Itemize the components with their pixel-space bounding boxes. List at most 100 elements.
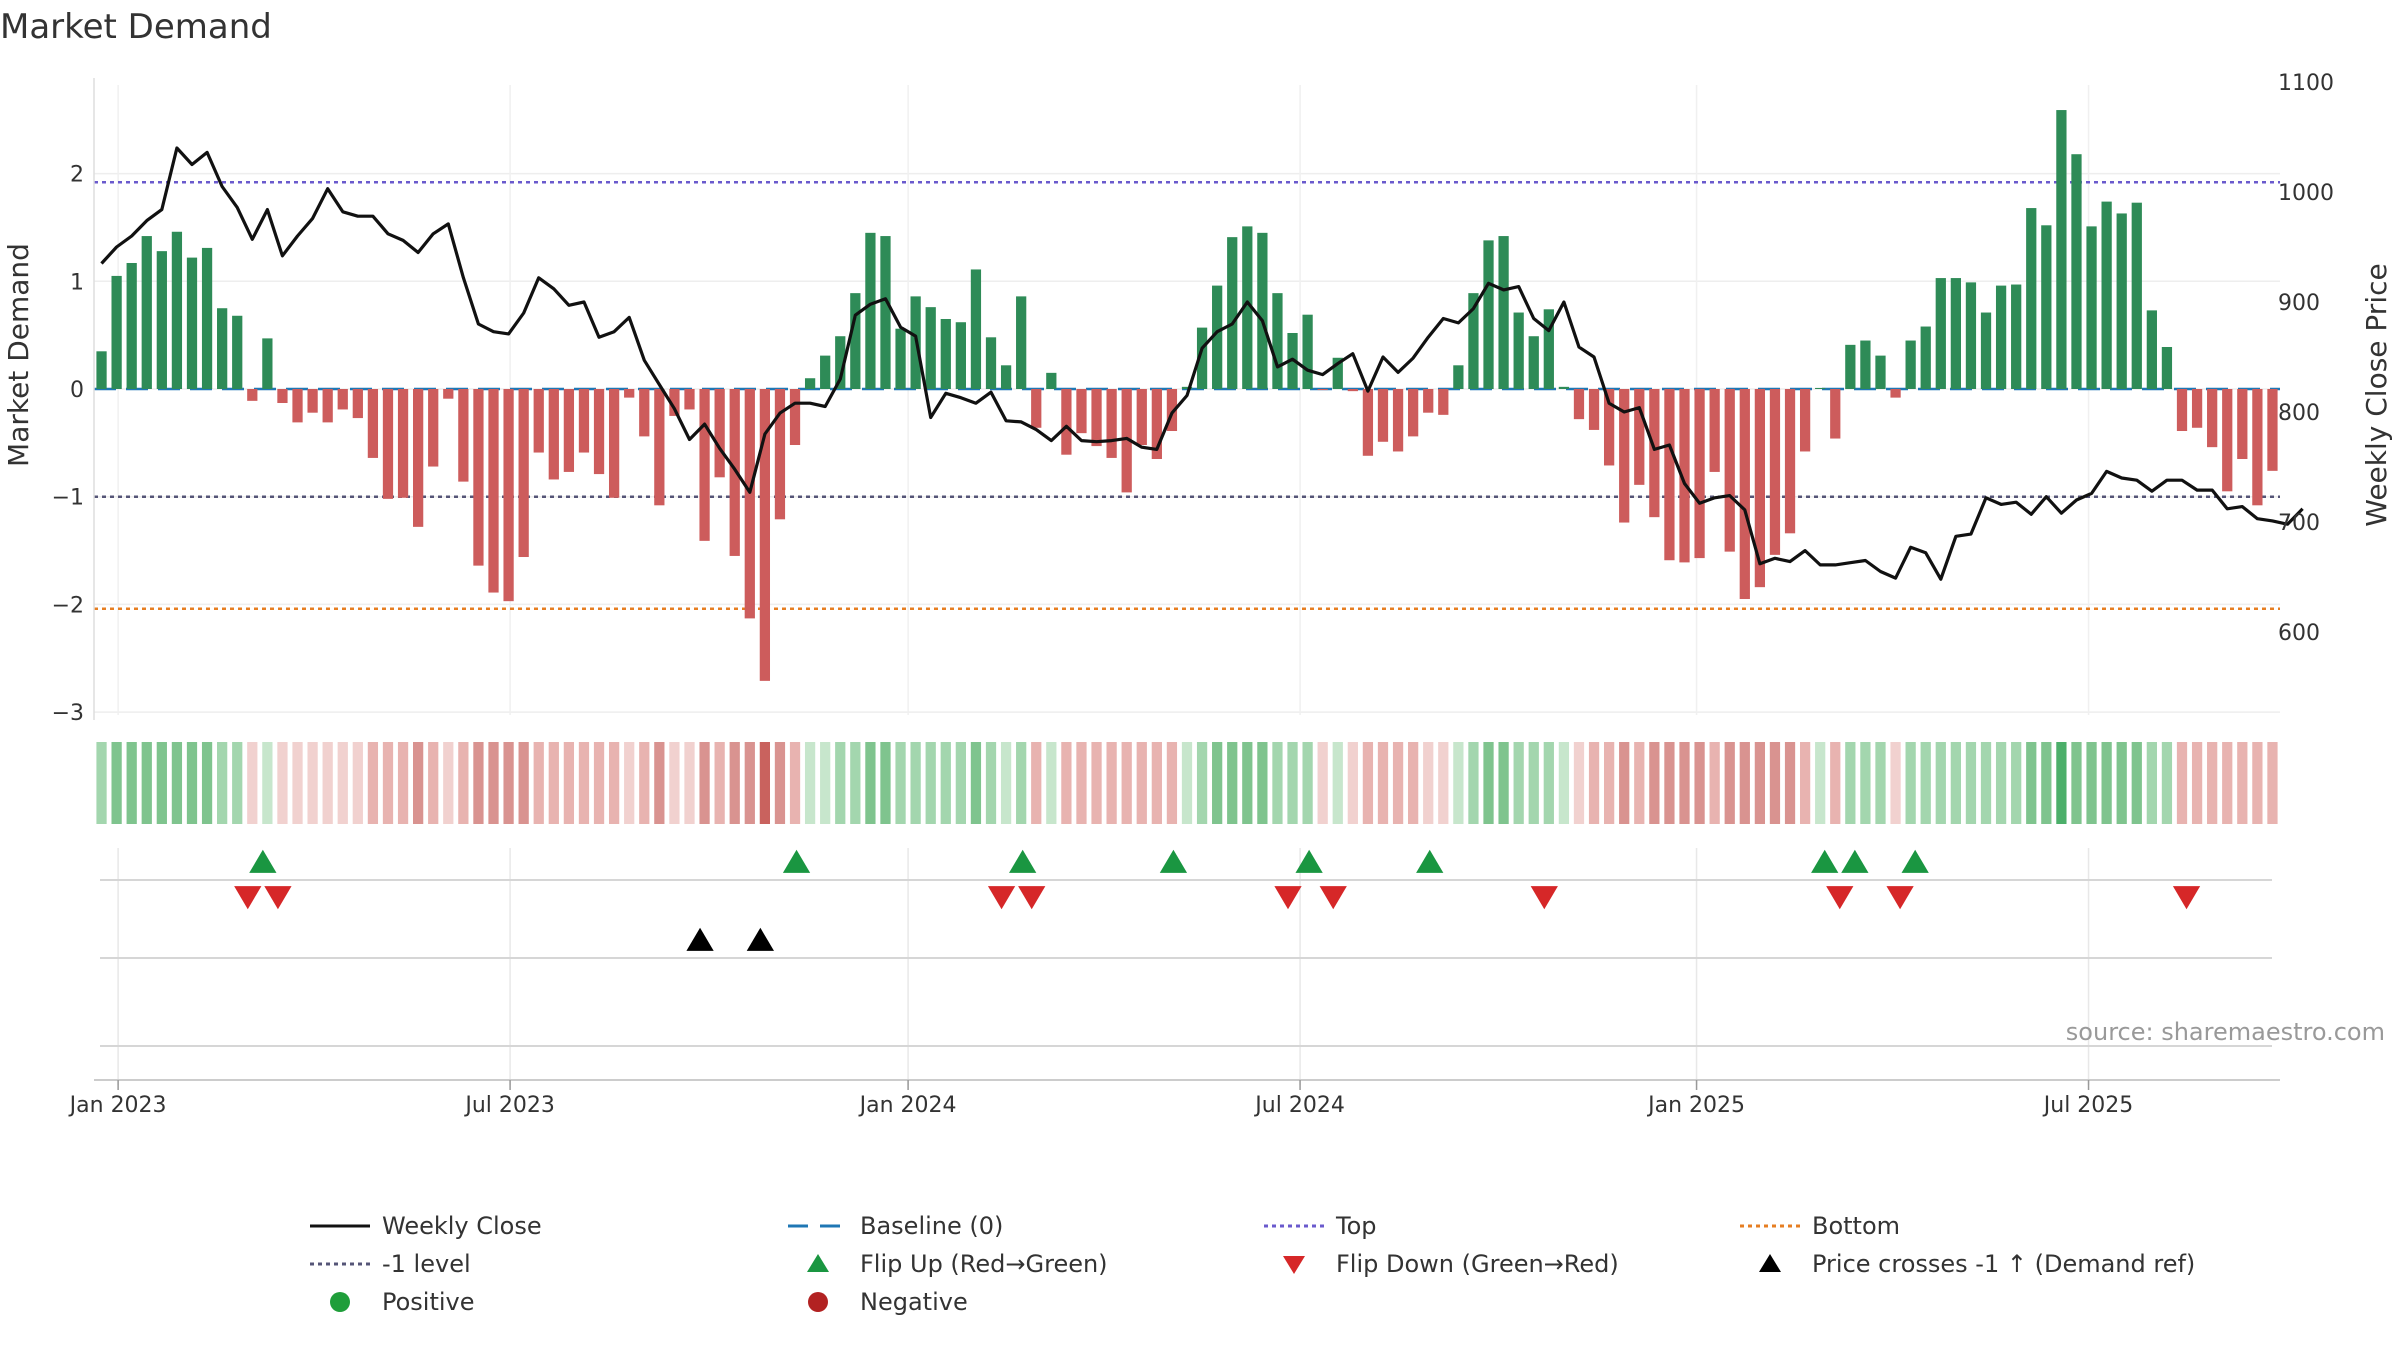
demand-bar xyxy=(413,389,424,527)
demand-bar xyxy=(307,389,318,413)
demand-bars xyxy=(96,110,2304,681)
demand-bar xyxy=(955,322,966,389)
heat-cell xyxy=(1106,742,1117,824)
axes: 2 1 0 −1 −2 −3 1100 1000 900 800 700 600 Jan 2023 Jul… xyxy=(52,71,2334,1118)
demand-bar xyxy=(96,351,107,389)
heat-cell xyxy=(1543,742,1554,824)
demand-bar xyxy=(2222,389,2233,492)
heat-cell xyxy=(2116,742,2127,824)
demand-bar xyxy=(1332,357,1343,389)
demand-bar xyxy=(1830,389,1841,439)
demand-bar xyxy=(1513,312,1524,389)
heat-cell xyxy=(1950,742,1961,824)
heat-cell xyxy=(1528,742,1539,824)
demand-bar xyxy=(1392,389,1404,452)
demand-bar xyxy=(2207,389,2218,448)
demand-bar xyxy=(744,389,755,619)
heat-cell xyxy=(1513,742,1524,824)
heat-cell xyxy=(1724,742,1735,824)
demand-bar xyxy=(2161,346,2173,389)
flip-up-marker xyxy=(1811,849,1839,873)
heat-cell xyxy=(2237,742,2248,824)
heat-cell xyxy=(2161,742,2173,824)
demand-bar xyxy=(1347,389,1358,392)
heat-cell xyxy=(2071,742,2082,824)
demand-bar xyxy=(789,389,801,446)
heat-cell xyxy=(96,742,107,824)
demand-bar xyxy=(1483,240,1494,389)
heat-cell xyxy=(714,742,725,824)
heat-cell xyxy=(1739,742,1750,824)
heat-cell xyxy=(639,742,650,824)
heat-cell xyxy=(2176,742,2188,824)
heat-cell xyxy=(1121,742,1132,824)
heat-cell xyxy=(1076,742,1087,824)
left-tick-label: 1 xyxy=(70,270,84,295)
right-tick-label: 700 xyxy=(2278,511,2320,536)
demand-bar xyxy=(518,389,529,558)
demand-bar xyxy=(1845,344,1856,389)
heat-cell xyxy=(1362,742,1374,824)
demand-bar xyxy=(2071,154,2082,389)
demand-bar xyxy=(2131,202,2142,389)
legend: Weekly Close Baseline (0) Top Bottom -1 leve… xyxy=(310,1212,2195,1316)
legend-item: Price crosses -1 ↑ (Demand ref) xyxy=(1759,1250,2195,1278)
heat-cell xyxy=(262,742,273,824)
demand-bar xyxy=(126,262,137,389)
right-tick-label: 1100 xyxy=(2278,71,2334,96)
heat-cell xyxy=(835,742,846,824)
legend-item: Bottom xyxy=(1740,1212,1900,1240)
heat-cell xyxy=(2191,742,2203,824)
heat-cell xyxy=(111,742,122,824)
demand-bar xyxy=(156,251,167,389)
demand-bar xyxy=(624,389,635,398)
demand-bar xyxy=(1227,237,1238,389)
heat-cell xyxy=(1573,742,1585,824)
demand-bar xyxy=(2267,389,2278,471)
demand-bar xyxy=(714,389,725,478)
heat-cell xyxy=(970,742,982,824)
heat-cell xyxy=(1769,742,1781,824)
demand-bar xyxy=(850,293,861,389)
flip-down-marker xyxy=(987,886,1016,910)
flip-up-marker xyxy=(1841,849,1869,873)
legend-item: Positive xyxy=(330,1288,475,1316)
flip-down-marker xyxy=(1018,886,1046,910)
heat-cell xyxy=(1694,742,1705,824)
demand-bar xyxy=(593,389,605,475)
heat-cell xyxy=(292,742,303,824)
demand-bar xyxy=(1468,293,1479,389)
demand-bar xyxy=(1679,389,1690,563)
legend-label: Baseline (0) xyxy=(860,1212,1003,1240)
heat-cell xyxy=(1558,742,1570,824)
demand-bar xyxy=(669,389,680,416)
legend-item: Flip Up (Red→Green) xyxy=(807,1250,1108,1278)
legend-swatch xyxy=(807,1254,829,1272)
demand-bar xyxy=(895,328,906,389)
heat-cell xyxy=(1317,742,1328,824)
heat-cell xyxy=(2207,742,2218,824)
heat-cell xyxy=(488,742,499,824)
heat-cell xyxy=(563,742,575,824)
flip-up-marker xyxy=(1159,849,1188,873)
left-tick-label: −3 xyxy=(52,701,84,726)
heat-cell xyxy=(1136,742,1147,824)
x-tick-label: Jul 2024 xyxy=(1253,1093,1345,1118)
demand-bar xyxy=(171,231,183,389)
heat-cell xyxy=(985,742,997,824)
heat-cell xyxy=(382,742,394,824)
heat-cell xyxy=(1468,742,1479,824)
heat-cell xyxy=(126,742,137,824)
demand-bar xyxy=(1453,365,1464,389)
x-tick-label: Jan 2023 xyxy=(68,1093,167,1118)
right-tick-label: 600 xyxy=(2278,621,2320,646)
heat-cell xyxy=(1815,742,1826,824)
heat-cell xyxy=(367,742,379,824)
demand-bar xyxy=(232,315,243,389)
demand-bar xyxy=(1588,389,1600,430)
demand-bar xyxy=(1272,293,1283,389)
heat-cell xyxy=(1588,742,1600,824)
heat-cell xyxy=(413,742,424,824)
demand-bar xyxy=(352,389,363,419)
legend-swatch xyxy=(808,1292,828,1312)
